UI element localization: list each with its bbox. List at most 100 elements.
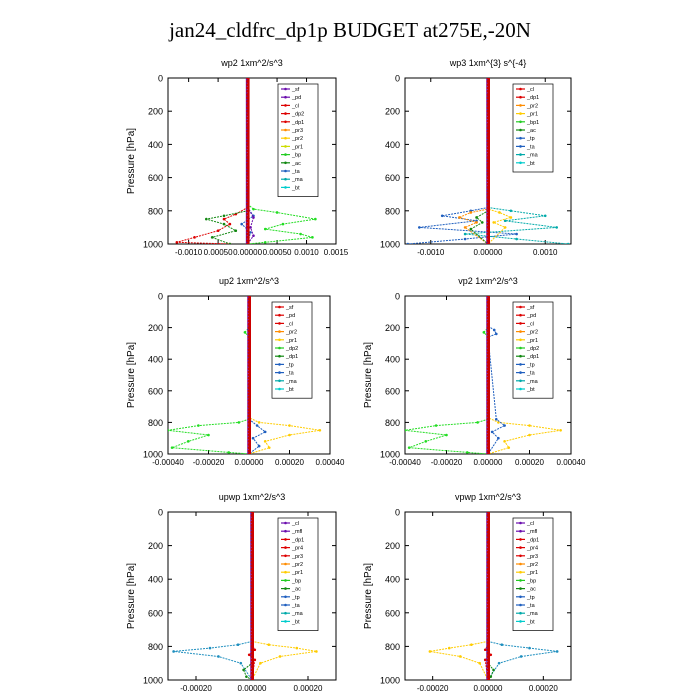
x-tick-label: 0.00000 — [238, 684, 267, 693]
series-point — [253, 658, 257, 662]
zero-profile-point — [486, 658, 490, 662]
zero-profile-point — [247, 354, 251, 358]
zero-profile-point — [486, 326, 490, 329]
series-point — [463, 226, 467, 229]
zero-profile-point — [486, 655, 490, 658]
zero-profile-point — [486, 524, 490, 527]
zero-profile-point — [486, 544, 490, 547]
x-tick-label: -0.00040 — [389, 458, 421, 467]
series-point — [555, 226, 558, 229]
zero-profile-point — [486, 367, 490, 371]
series-point — [253, 648, 257, 652]
chart-title: vp2 1xm^2/s^3 — [458, 276, 517, 286]
series-point — [507, 446, 511, 449]
zero-profile-point — [246, 146, 249, 150]
legend-entry: _ma — [526, 153, 539, 159]
legend-marker — [519, 538, 522, 541]
legend-entry: _bp — [291, 578, 301, 584]
series-point — [492, 668, 495, 672]
legend-entry: _ta — [291, 603, 301, 609]
legend-marker — [278, 322, 281, 325]
y-tick-label: 400 — [148, 355, 163, 365]
zero-profile-point — [246, 182, 249, 186]
series-point — [475, 221, 478, 224]
zero-profile-point — [247, 367, 251, 371]
series-point — [458, 216, 461, 219]
zero-profile-point — [247, 332, 251, 336]
legend-entry: _pr2 — [526, 562, 538, 568]
zero-profile-point — [486, 189, 490, 193]
zero-profile-point — [486, 608, 490, 611]
zero-profile-point — [486, 517, 490, 521]
legend-marker — [284, 538, 287, 541]
zero-profile-point — [247, 389, 251, 393]
zero-profile-point — [486, 424, 490, 427]
zero-profile-point — [247, 405, 251, 408]
legend-box — [277, 83, 319, 197]
y-tick-label: 400 — [148, 140, 163, 150]
series-point — [498, 211, 501, 214]
zero-profile-point — [486, 386, 490, 390]
zero-profile-point — [486, 402, 490, 405]
legend-marker — [284, 186, 287, 189]
series-point — [555, 650, 559, 653]
legend-marker — [519, 521, 522, 525]
zero-profile-point — [486, 360, 490, 364]
zero-profile-point — [486, 126, 490, 130]
zero-profile-point — [486, 405, 490, 408]
legend-marker — [284, 562, 287, 566]
series-line — [176, 78, 249, 244]
series-point — [222, 217, 226, 221]
series-line — [429, 512, 489, 680]
zero-profile-point — [486, 166, 490, 170]
legend-entry: _ac — [291, 161, 301, 167]
legend-entry: _cl — [526, 321, 534, 327]
zero-profile-point — [486, 99, 490, 103]
zero-profile-point — [246, 159, 249, 163]
chart-panel: vpwp 1xm^2/s^3 Pressure [hPa] 0 200 400 600 80… — [363, 492, 572, 693]
zero-profile-point — [250, 530, 254, 534]
zero-profile-point — [486, 520, 490, 524]
y-tick-label: 0 — [395, 74, 400, 84]
y-tick-label: 600 — [385, 173, 400, 183]
series-group — [175, 78, 317, 244]
zero-profile-point — [247, 424, 251, 427]
zero-profile-point — [250, 648, 254, 652]
x-tick-label: 0.00000 — [474, 458, 503, 467]
series-point — [469, 211, 473, 214]
zero-profile-point — [486, 202, 490, 206]
chart-title: wp3 1xm^{3} s^{-4} — [449, 58, 527, 68]
zero-profile-point — [250, 641, 254, 645]
zero-profile-point — [486, 577, 490, 581]
zero-profile-point — [247, 300, 251, 304]
zero-profile-point — [250, 584, 254, 588]
zero-profile-point — [247, 329, 251, 333]
zero-profile-point — [486, 513, 490, 517]
y-tick-label: 1000 — [143, 676, 163, 686]
zero-profile-point — [486, 421, 490, 424]
legend-marker — [519, 603, 522, 607]
legend-marker — [284, 521, 287, 525]
zero-profile-point — [486, 631, 490, 635]
zero-profile-point — [486, 348, 490, 352]
series-point — [263, 227, 267, 231]
zero-profile-point — [486, 439, 490, 443]
y-tick-label: 800 — [385, 418, 400, 428]
legend-entry: _bp — [526, 578, 536, 584]
zero-profile-point — [486, 671, 490, 675]
zero-profile-point — [246, 129, 249, 133]
zero-profile-point — [486, 297, 490, 301]
series-point — [463, 232, 467, 236]
zero-profile-point — [486, 414, 490, 418]
zero-profile-point — [247, 351, 251, 355]
legend-entry: _ac — [526, 128, 536, 134]
zero-profile-point — [486, 408, 490, 412]
zero-profile-point — [246, 83, 249, 87]
zero-profile-point — [486, 395, 490, 399]
series-point — [459, 655, 462, 658]
zero-profile-point — [486, 427, 490, 431]
x-tick-label: -0.0010 — [417, 248, 445, 257]
x-tick-label: -0.00020 — [193, 458, 225, 467]
zero-profile-point — [247, 449, 251, 453]
series-point — [242, 668, 245, 672]
